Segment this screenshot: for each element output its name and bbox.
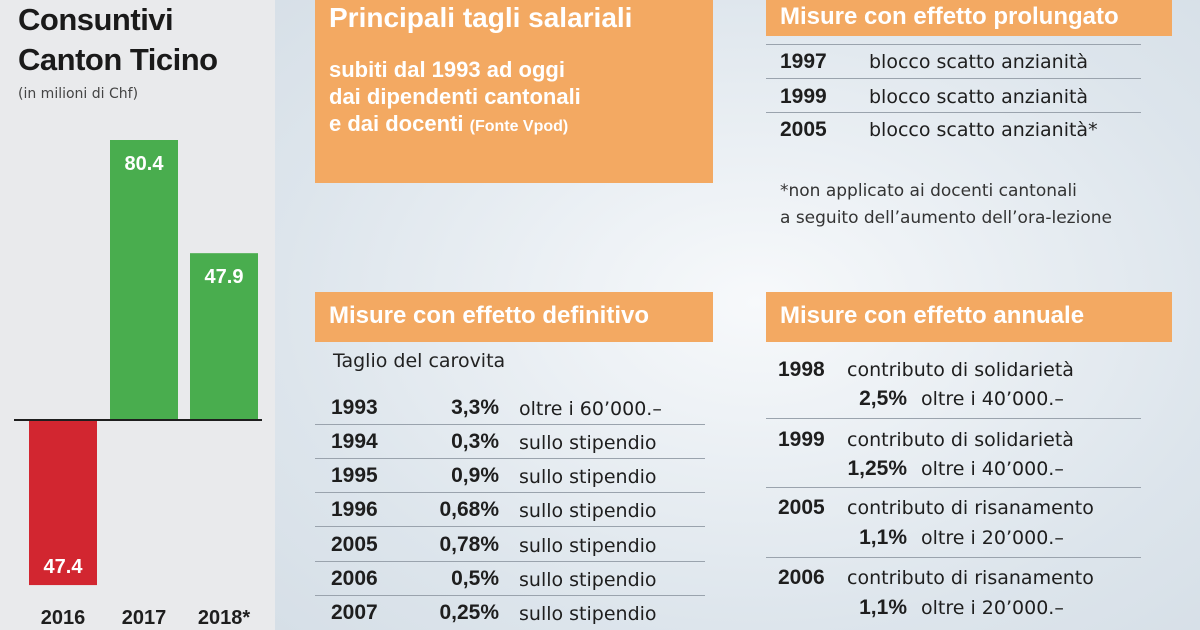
definitivo-pct: 3,3%	[451, 396, 499, 419]
definitivo-header: Misure con effetto definitivo	[315, 292, 713, 342]
divider	[315, 561, 705, 562]
definitivo-pct: 0,68%	[439, 498, 499, 521]
definitivo-text: sullo stipendio	[519, 432, 657, 454]
definitivo-year: 2005	[331, 533, 378, 556]
divider	[766, 44, 1141, 45]
prolungato-text-2: blocco scatto anzianità	[869, 86, 1089, 108]
annuale-text-2: oltre i 20’000.–	[921, 527, 1064, 549]
annuale-pct: 2,5%	[859, 387, 907, 410]
divider	[766, 418, 1141, 419]
definitivo-year: 2006	[331, 567, 378, 590]
annuale-text-2: oltre i 40’000.–	[921, 388, 1064, 410]
bar-chart: 47.4 2016 80.4 2017 47.9 2018*	[14, 140, 262, 629]
definitivo-text: sullo stipendio	[519, 500, 657, 522]
info-area: Principali tagli salariali subiti dal 19…	[275, 0, 1200, 630]
chart-title-line-2: Canton Ticino	[18, 42, 218, 77]
prolungato-note-line-1: *non applicato ai docenti cantonali	[780, 181, 1077, 201]
annuale-pct: 1,1%	[859, 596, 907, 619]
prolungato-header: Misure con effetto prolungato	[766, 0, 1172, 36]
definitivo-year: 1995	[331, 464, 378, 487]
bar-value-label: 47.4	[44, 556, 84, 578]
main-subtitle-line-3: e dai docenti (Fonte Vpod)	[329, 110, 581, 140]
annuale-text-2: oltre i 40’000.–	[921, 458, 1064, 480]
main-header-box: Principali tagli salariali subiti dal 19…	[315, 0, 713, 183]
annuale-pct: 1,25%	[847, 457, 907, 480]
annuale-text: contributo di risanamento	[847, 497, 1094, 519]
bar-2018	[190, 253, 258, 420]
definitivo-text: sullo stipendio	[519, 603, 657, 625]
annuale-year: 1998	[778, 358, 825, 381]
definitivo-pct: 0,78%	[439, 533, 499, 556]
definitivo-text: sullo stipendio	[519, 569, 657, 591]
divider	[766, 112, 1141, 113]
bar-2017	[110, 140, 178, 420]
bar-2016	[29, 420, 97, 586]
chart-subtitle: (in milioni di Chf)	[18, 86, 139, 102]
prolungato-note: *non applicato ai docenti cantonali a se…	[780, 178, 1112, 232]
category-label: 2016	[41, 607, 86, 629]
annuale-text-2: oltre i 20’000.–	[921, 597, 1064, 619]
definitivo-year: 2007	[331, 601, 378, 624]
main-subtitle-line-2: dai dipendenti cantonali	[329, 84, 581, 109]
divider	[315, 492, 705, 493]
divider	[315, 526, 705, 527]
prolungato-year-1: 1997	[780, 50, 827, 73]
definitivo-pct: 0,25%	[439, 601, 499, 624]
bar-value-label: 80.4	[125, 153, 165, 175]
definitivo-text: sullo stipendio	[519, 466, 657, 488]
divider	[766, 78, 1141, 79]
divider	[766, 557, 1141, 558]
prolungato-text-1: blocco scatto anzianità	[869, 51, 1089, 73]
definitivo-text: sullo stipendio	[519, 535, 657, 557]
prolungato-note-line-2: a seguito dell’aumento dell’ora-lezione	[780, 208, 1112, 228]
category-label: 2018*	[198, 607, 250, 629]
prolungato-text-3: blocco scatto anzianità*	[869, 119, 1098, 141]
main-subtitle: subiti dal 1993 ad oggi dai dipendenti c…	[329, 56, 581, 140]
definitivo-year: 1993	[331, 396, 378, 419]
definitivo-pct: 0,3%	[451, 430, 499, 453]
main-subtitle-line-3-text: e dai docenti	[329, 111, 464, 136]
annuale-year: 2006	[778, 566, 825, 589]
definitivo-pct: 0,9%	[451, 464, 499, 487]
annuale-text: contributo di solidarietà	[847, 429, 1074, 451]
divider	[766, 487, 1141, 488]
definitivo-caption: Taglio del carovita	[333, 350, 506, 372]
definitivo-year: 1996	[331, 498, 378, 521]
annuale-text: contributo di solidarietà	[847, 359, 1074, 381]
definitivo-year: 1994	[331, 430, 378, 453]
divider	[315, 595, 705, 596]
prolungato-year-3: 2005	[780, 118, 827, 141]
bar-value-label: 47.9	[205, 266, 244, 288]
prolungato-year-2: 1999	[780, 85, 827, 108]
divider	[315, 424, 705, 425]
source-label: (Fonte Vpod)	[469, 118, 569, 135]
chart-title-line-1: Consuntivi	[18, 2, 174, 37]
definitivo-pct: 0,5%	[451, 567, 499, 590]
main-title: Principali tagli salariali	[329, 2, 633, 33]
definitivo-text: oltre i 60’000.–	[519, 398, 662, 420]
annuale-pct: 1,1%	[859, 526, 907, 549]
divider	[315, 458, 705, 459]
annuale-header: Misure con effetto annuale	[766, 292, 1172, 342]
annuale-text: contributo di risanamento	[847, 567, 1094, 589]
main-subtitle-line-1: subiti dal 1993 ad oggi	[329, 57, 565, 82]
annuale-year: 1999	[778, 428, 825, 451]
category-label: 2017	[122, 607, 167, 629]
chart-panel: 47.4 2016 80.4 2017 47.9 2018* Consuntivi Can…	[0, 0, 275, 630]
chart-title: Consuntivi Canton Ticino	[18, 0, 218, 80]
annuale-year: 2005	[778, 496, 825, 519]
